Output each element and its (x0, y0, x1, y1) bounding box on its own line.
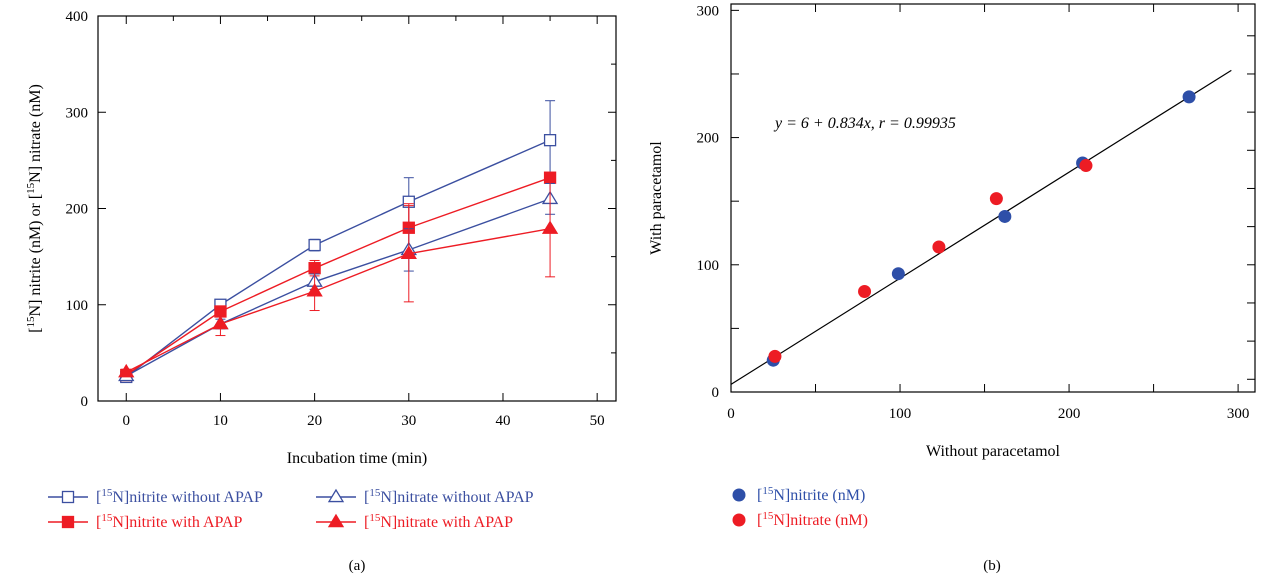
y-tick-label: 200 (697, 131, 720, 147)
y-tick-label: 0 (712, 385, 720, 401)
legend-label-sup: 15 (369, 512, 381, 524)
y-axis-label-part: N] nitrite (nM) or [ (27, 194, 44, 317)
x-tick-label: 100 (889, 406, 912, 422)
data-point (541, 220, 559, 234)
data-point (400, 245, 417, 259)
data-point (932, 240, 946, 254)
legend-label-sup: 15 (762, 485, 774, 497)
x-axis-label: Incubation time (min) (287, 450, 427, 467)
y-axis-label-sup: 15 (25, 316, 37, 328)
x-tick-label: 20 (307, 413, 322, 429)
legend-label-part: N]nitrate with APAP (380, 514, 513, 531)
legend-label-part: [ (757, 512, 762, 529)
x-tick-label: 30 (401, 413, 416, 429)
data-point (306, 283, 323, 297)
y-tick-label: 0 (81, 394, 89, 410)
legend-marker (61, 490, 75, 504)
plot-frame (97, 15, 617, 402)
series-nitrate (768, 159, 1093, 363)
legend-label: [15N]nitrite with APAP (96, 512, 243, 531)
legend-marker (61, 515, 75, 529)
legend-label: [15N]nitrite without APAP (96, 487, 263, 506)
series-nitrite_with (120, 171, 557, 382)
data-point (1182, 90, 1196, 104)
legend-label-part: [ (96, 489, 101, 506)
legend-marker (327, 488, 345, 503)
series-line (125, 228, 551, 373)
data-point (989, 192, 1003, 206)
x-tick-label: 50 (590, 413, 605, 429)
legend-label-part: [ (364, 489, 369, 506)
y-axis-label-part: [ (27, 327, 44, 332)
data-point (858, 285, 872, 299)
y-tick-label: 200 (66, 202, 89, 218)
legend-label-part: N]nitrite without APAP (112, 489, 263, 506)
data-point (768, 349, 782, 363)
legend: [15N]nitrite (nM)[15N]nitrate (nM) (732, 485, 868, 529)
series-line (125, 177, 551, 376)
data-point (1079, 159, 1093, 173)
panel-a-line-chart: 0 10 20 30 40 50 0 100 200 300 400 Incubation time … (25, 9, 617, 574)
data-point (308, 238, 321, 252)
legend-marker (732, 513, 746, 527)
series-nitrate_with (118, 180, 559, 378)
y-axis-label-sup: 15 (25, 182, 37, 194)
legend-label-part: [ (96, 514, 101, 531)
y-tick-label: 300 (697, 3, 720, 19)
legend-label-part: N]nitrite (nM) (773, 487, 865, 504)
legend-label-sup: 15 (101, 487, 113, 499)
y-tick-label: 100 (697, 258, 720, 274)
y-tick-label: 100 (66, 298, 89, 314)
data-point (891, 267, 905, 281)
data-point (998, 209, 1012, 223)
legend-marker (732, 488, 746, 502)
regression-line (730, 69, 1232, 385)
x-tick-label: 200 (1058, 406, 1081, 422)
plot-frame (730, 3, 1256, 393)
legend-label-part: N]nitrate without APAP (380, 489, 533, 506)
y-tick-label: 400 (66, 9, 89, 25)
legend-label: [15N]nitrite (nM) (757, 485, 865, 504)
legend-label-sup: 15 (762, 510, 774, 522)
y-axis-label-part: N] nitrate (nM) (27, 84, 44, 183)
legend-label: [15N]nitrate (nM) (757, 510, 868, 529)
legend-label-part: [ (757, 487, 762, 504)
x-tick-label: 300 (1227, 406, 1250, 422)
x-tick-label: 0 (123, 413, 131, 429)
data-point (118, 363, 135, 378)
panel-label: (a) (349, 558, 366, 574)
legend-label-sup: 15 (101, 512, 113, 524)
x-tick-label: 0 (727, 406, 735, 422)
x-tick-label: 40 (495, 413, 510, 429)
y-axis-label: [15N] nitrite (nM) or [15N] nitrate (nM) (25, 84, 44, 333)
legend-label-part: N]nitrite with APAP (112, 514, 242, 531)
series-nitrite_without (120, 100, 557, 384)
x-axis-label: Without paracetamol (926, 443, 1061, 460)
panel-b-scatter-chart: 0 100 200 300 0 100 200 300 Without paracetamol W… (648, 3, 1256, 574)
data-point (212, 315, 229, 330)
data-point (543, 134, 557, 147)
legend-label: [15N]nitrate with APAP (364, 512, 513, 531)
legend-label-part: N]nitrate (nM) (773, 512, 868, 529)
legend-marker (327, 513, 345, 528)
y-axis-label: With paracetamol (648, 141, 665, 255)
panel-label: (b) (983, 558, 1001, 574)
x-tick-label: 10 (213, 413, 228, 429)
regression-equation: y = 6 + 0.834x, r = 0.99935 (773, 115, 956, 132)
legend: [15N]nitrite without APAP[15N]nitrite wi… (48, 487, 534, 531)
legend-label-part: [ (364, 514, 369, 531)
series-line (125, 198, 551, 377)
legend-label: [15N]nitrate without APAP (364, 487, 534, 506)
y-tick-label: 300 (66, 105, 89, 121)
legend-label-sup: 15 (369, 487, 381, 499)
